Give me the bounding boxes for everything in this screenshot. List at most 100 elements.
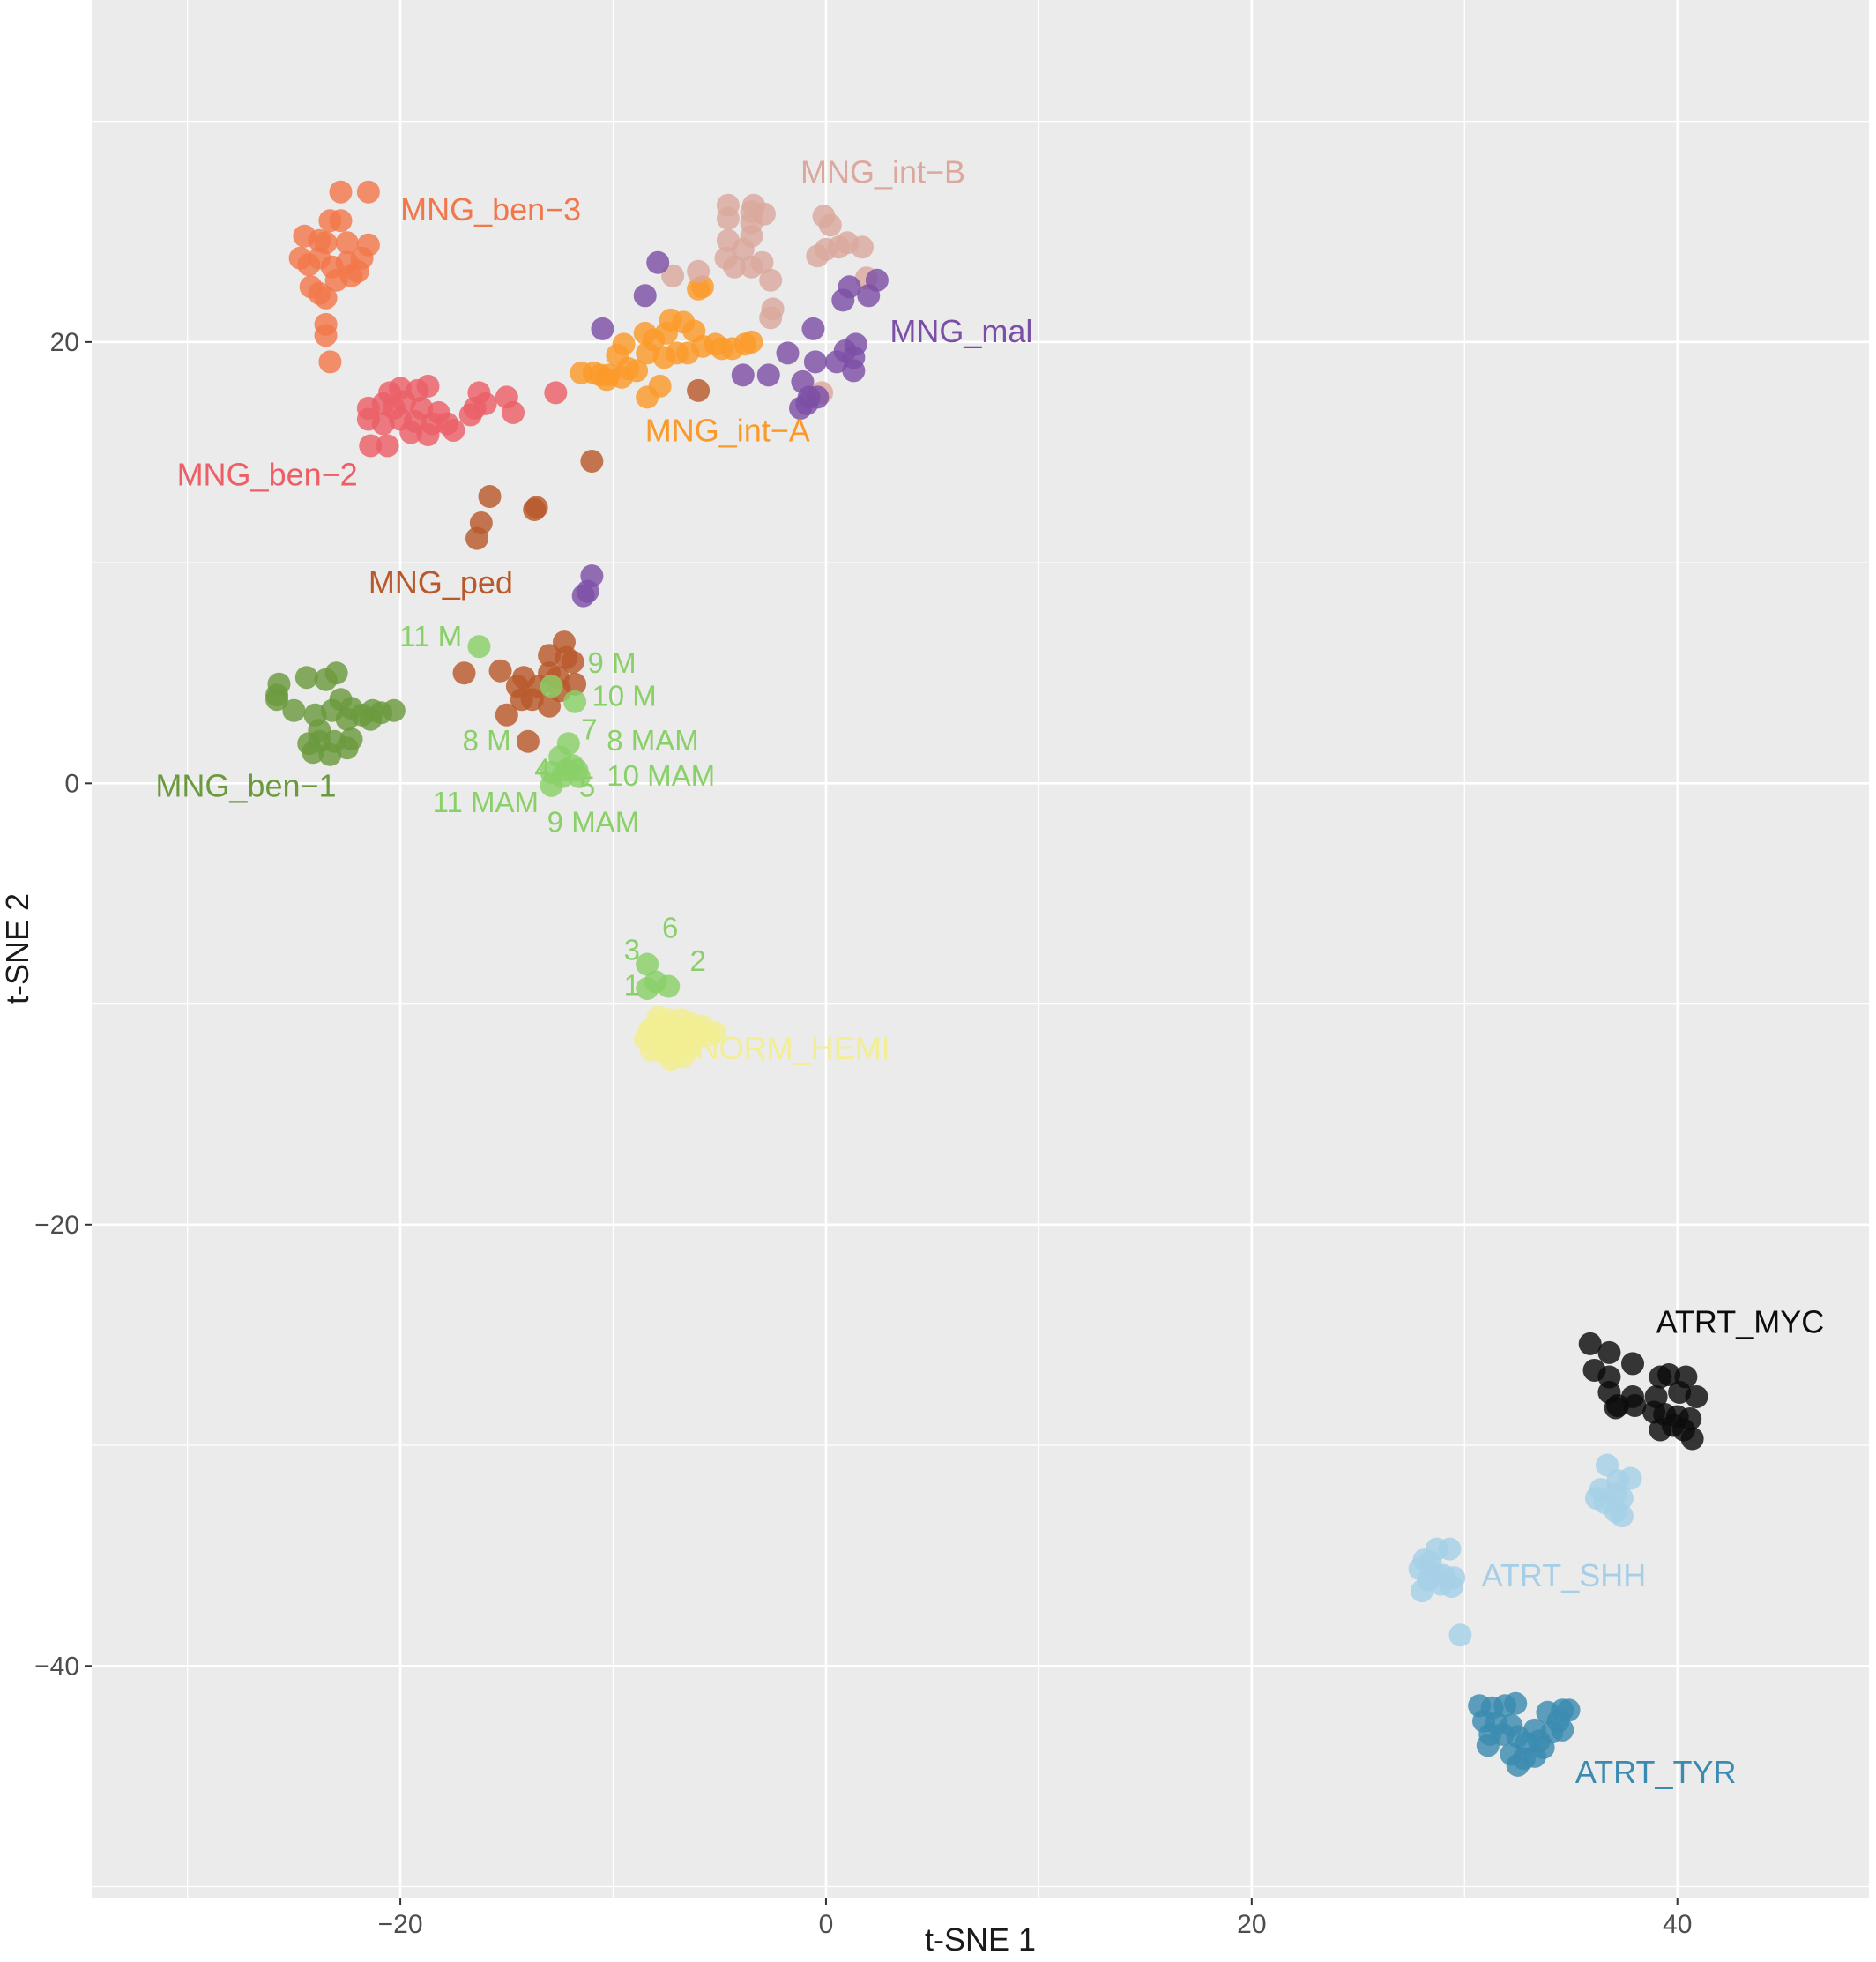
data-point bbox=[1606, 1393, 1630, 1417]
data-point bbox=[851, 235, 875, 259]
data-point bbox=[294, 666, 318, 690]
data-point bbox=[576, 579, 599, 603]
data-point bbox=[302, 741, 325, 765]
data-point bbox=[704, 1021, 727, 1045]
y-tick-label: 0 bbox=[64, 769, 79, 798]
sample-annotation: 3 bbox=[624, 934, 640, 966]
series-mng-ben-2 bbox=[356, 374, 568, 458]
data-point bbox=[1685, 1384, 1708, 1408]
x-tick-label: 0 bbox=[819, 1910, 834, 1939]
data-point bbox=[540, 773, 563, 797]
data-point bbox=[636, 952, 659, 976]
x-tick-label: −20 bbox=[378, 1910, 423, 1939]
sample-annotation: 9 M bbox=[588, 646, 636, 679]
data-point bbox=[314, 286, 338, 310]
data-point bbox=[473, 392, 497, 415]
data-point bbox=[591, 317, 614, 340]
data-point bbox=[582, 361, 606, 384]
cluster-label: MNG_ben−1 bbox=[155, 767, 336, 803]
sample-annotation: 7 bbox=[581, 712, 597, 745]
x-tick-label: 40 bbox=[1663, 1910, 1692, 1939]
data-point bbox=[580, 449, 604, 473]
cluster-label: MNG_ped bbox=[368, 564, 513, 601]
data-point bbox=[806, 244, 830, 268]
cluster-label: ATRT_MYC bbox=[1656, 1303, 1825, 1339]
data-point bbox=[842, 359, 866, 383]
series-norm-hemi bbox=[633, 1005, 727, 1071]
data-point bbox=[452, 661, 476, 685]
data-point bbox=[1504, 1691, 1528, 1715]
data-point bbox=[1410, 1579, 1433, 1603]
data-point bbox=[318, 350, 342, 374]
data-point bbox=[1680, 1427, 1704, 1451]
data-point bbox=[756, 363, 780, 387]
data-point bbox=[1438, 1537, 1462, 1561]
cluster-label: MNG_mal bbox=[890, 313, 1032, 349]
data-point bbox=[1661, 1414, 1685, 1437]
data-point bbox=[740, 330, 763, 354]
sample-annotation: 4 bbox=[534, 752, 550, 785]
data-point bbox=[520, 688, 544, 712]
data-point bbox=[716, 206, 740, 230]
data-point bbox=[318, 209, 342, 233]
data-point bbox=[356, 180, 380, 204]
data-point bbox=[359, 434, 383, 458]
cluster-label: MNG_int−B bbox=[800, 154, 965, 190]
data-point bbox=[865, 268, 889, 292]
axis-ticks: −20 0 20 40 −40 −20 0 20 bbox=[34, 328, 1692, 1939]
data-point bbox=[467, 635, 491, 659]
data-point bbox=[1604, 1500, 1627, 1524]
sample-annotation: 10 M bbox=[592, 680, 656, 712]
data-point bbox=[644, 1014, 667, 1038]
data-point bbox=[308, 719, 331, 742]
data-point bbox=[416, 422, 440, 446]
data-point bbox=[376, 434, 399, 458]
series-atrt-shh bbox=[1408, 1453, 1642, 1647]
data-point bbox=[687, 277, 711, 301]
sample-annotation: 9 MAM bbox=[547, 805, 640, 838]
data-point bbox=[555, 758, 578, 782]
data-point bbox=[563, 672, 587, 696]
data-point bbox=[633, 284, 657, 308]
cluster-label: MNG_ben−3 bbox=[400, 191, 581, 228]
sample-annotation: 11 M bbox=[399, 620, 462, 653]
data-point bbox=[1442, 1566, 1466, 1590]
data-point bbox=[478, 485, 502, 509]
data-point bbox=[1619, 1466, 1642, 1490]
x-axis-title: t-SNE 1 bbox=[925, 1921, 1036, 1958]
data-point bbox=[324, 661, 348, 685]
data-point bbox=[561, 650, 584, 674]
data-point bbox=[516, 729, 540, 753]
data-point bbox=[1418, 1550, 1442, 1574]
data-point bbox=[563, 690, 587, 713]
data-point bbox=[1506, 1753, 1530, 1777]
y-tick-label: −20 bbox=[34, 1211, 79, 1240]
data-point bbox=[335, 707, 359, 731]
data-point bbox=[672, 1045, 696, 1069]
data-point bbox=[361, 698, 384, 722]
cluster-label: NORM_HEMI bbox=[696, 1030, 890, 1066]
data-point bbox=[442, 418, 465, 442]
cluster-label: MNG_ben−2 bbox=[177, 457, 358, 493]
sample-annotation: 11 MAM bbox=[433, 786, 539, 818]
data-point bbox=[750, 250, 774, 274]
data-point bbox=[731, 237, 755, 261]
data-point bbox=[661, 264, 685, 287]
sample-annotation: 8 MAM bbox=[607, 724, 699, 757]
data-point bbox=[540, 675, 563, 698]
data-point bbox=[339, 264, 363, 287]
data-point bbox=[612, 332, 636, 356]
data-point bbox=[329, 180, 353, 204]
y-axis-title: t-SNE 2 bbox=[0, 893, 35, 1004]
series-mng-ben-3 bbox=[288, 180, 380, 374]
data-point bbox=[795, 392, 819, 415]
data-point bbox=[646, 250, 670, 274]
sample-annotation: 5 bbox=[579, 770, 595, 802]
data-point bbox=[1531, 1735, 1555, 1759]
data-point bbox=[1657, 1362, 1681, 1386]
data-point bbox=[803, 350, 827, 374]
data-point bbox=[465, 526, 489, 550]
series-mam-m-samples bbox=[467, 635, 681, 1001]
cluster-labels: MNG_ben−3 MNG_ben−2 MNG_ped MNG_ben−1 MNG_in… bbox=[155, 154, 1824, 1790]
